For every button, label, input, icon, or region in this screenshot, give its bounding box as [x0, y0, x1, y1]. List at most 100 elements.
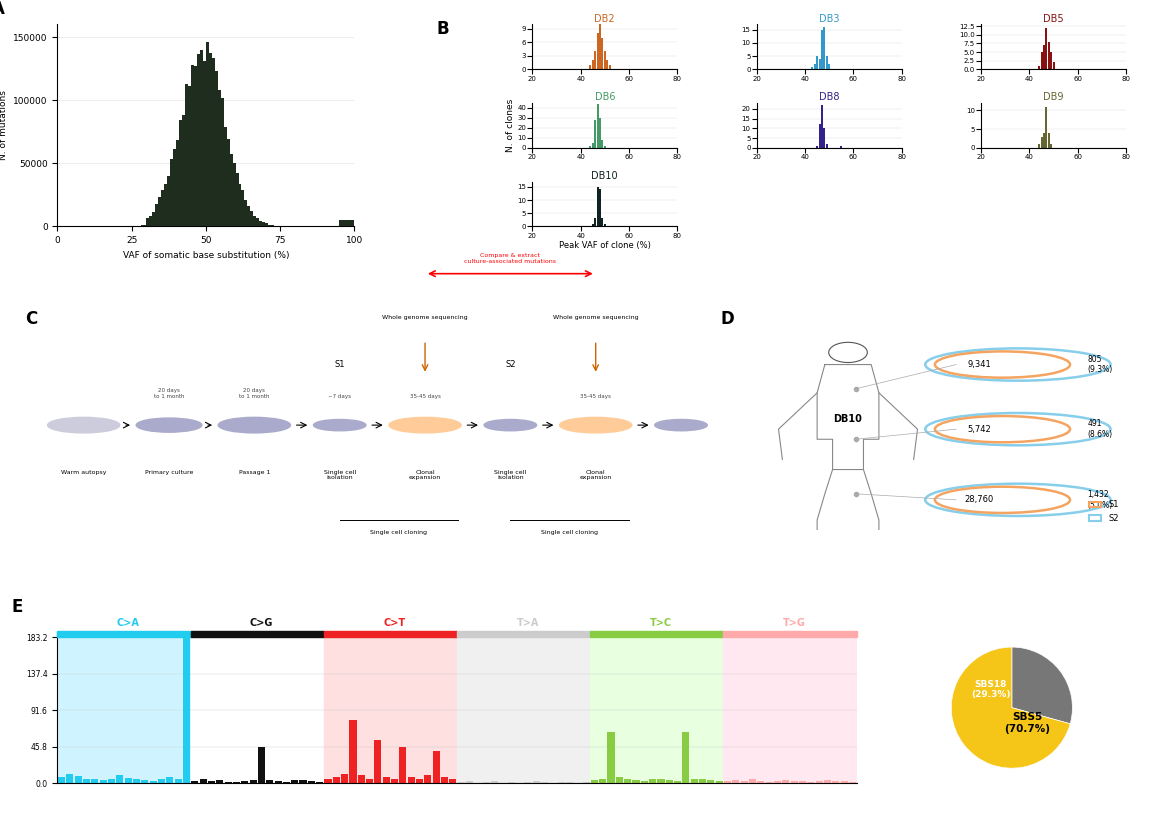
Bar — [749, 779, 756, 783]
Bar — [83, 778, 90, 783]
Bar — [782, 780, 789, 783]
Bar — [249, 780, 256, 783]
Bar — [75, 776, 82, 783]
Text: 9,341: 9,341 — [967, 360, 992, 369]
Text: Primary culture: Primary culture — [145, 469, 193, 475]
Bar — [141, 780, 148, 783]
Bar — [782, 780, 789, 783]
Bar — [1043, 45, 1044, 69]
Text: 20 days
to 1 month: 20 days to 1 month — [154, 388, 184, 399]
Bar — [249, 780, 256, 783]
Bar — [254, 215, 256, 226]
Bar — [57, 632, 191, 783]
Bar — [724, 781, 731, 783]
Title: DB2: DB2 — [594, 14, 615, 24]
Text: Single cell
isolation: Single cell isolation — [324, 469, 356, 481]
Bar — [275, 225, 277, 226]
Text: E: E — [11, 597, 23, 615]
Bar — [699, 778, 707, 783]
Bar — [168, 176, 170, 226]
Bar — [826, 56, 827, 69]
Bar — [375, 739, 381, 783]
Bar — [603, 51, 606, 69]
Bar — [147, 218, 149, 226]
Bar — [203, 60, 206, 226]
Bar — [849, 782, 856, 783]
Bar — [724, 632, 857, 783]
Bar — [594, 51, 596, 69]
Bar — [824, 780, 831, 783]
Bar — [176, 140, 179, 226]
Bar — [1041, 52, 1042, 69]
Bar — [457, 631, 591, 637]
Bar — [441, 777, 448, 783]
Bar — [391, 778, 398, 783]
Bar — [183, 637, 190, 783]
Bar — [841, 781, 848, 783]
Bar — [565, 782, 573, 783]
Bar — [1041, 136, 1042, 148]
Bar — [383, 777, 390, 783]
Bar — [191, 632, 324, 783]
Bar — [632, 780, 640, 783]
Bar — [233, 782, 240, 783]
Bar — [300, 780, 307, 783]
Bar — [596, 187, 599, 226]
Ellipse shape — [560, 417, 632, 433]
Bar — [339, 220, 342, 226]
Bar — [491, 781, 498, 783]
Bar — [357, 775, 365, 783]
Bar — [724, 631, 857, 637]
Bar — [183, 115, 185, 226]
Bar — [583, 782, 589, 783]
Text: DB10: DB10 — [833, 414, 863, 424]
Bar — [799, 781, 805, 783]
Bar — [589, 146, 592, 148]
Bar — [324, 632, 457, 783]
Bar — [206, 42, 209, 226]
Bar — [1038, 144, 1040, 148]
Bar — [239, 184, 241, 226]
Bar — [824, 128, 825, 148]
Bar — [457, 782, 464, 783]
Bar — [324, 779, 332, 783]
Bar — [433, 752, 440, 783]
Bar — [592, 60, 594, 69]
Text: Clonal
expansion: Clonal expansion — [579, 469, 611, 481]
Bar — [674, 781, 681, 783]
Bar — [216, 780, 223, 783]
Bar — [603, 146, 606, 148]
Bar — [565, 782, 573, 783]
Bar — [265, 224, 268, 226]
Bar — [208, 781, 215, 783]
Text: Warm autopsy: Warm autopsy — [61, 469, 107, 475]
Text: T>C: T>C — [650, 618, 672, 628]
Text: 5,742: 5,742 — [967, 424, 992, 433]
Bar — [194, 66, 196, 226]
Bar — [141, 780, 148, 783]
Bar — [230, 153, 232, 226]
Bar — [200, 779, 207, 783]
Wedge shape — [951, 647, 1070, 768]
Bar — [424, 775, 431, 783]
Bar — [144, 224, 147, 226]
Bar — [683, 732, 689, 783]
Text: 35-45 days: 35-45 days — [409, 394, 440, 399]
Bar — [341, 774, 348, 783]
Bar — [333, 777, 340, 783]
Bar — [1048, 133, 1050, 148]
Bar — [816, 781, 823, 783]
Bar — [291, 780, 299, 783]
Text: 28,760: 28,760 — [965, 495, 994, 504]
Bar — [188, 86, 191, 226]
X-axis label: VAF of somatic base substitution (%): VAF of somatic base substitution (%) — [123, 251, 290, 259]
Bar — [594, 120, 596, 148]
Title: DB10: DB10 — [592, 171, 618, 181]
Bar — [708, 780, 715, 783]
Bar — [211, 58, 215, 226]
Bar — [352, 220, 354, 226]
Text: 491
(8.6%): 491 (8.6%) — [1087, 419, 1112, 439]
Bar — [533, 781, 540, 783]
Bar — [449, 779, 456, 783]
Bar — [824, 27, 825, 69]
